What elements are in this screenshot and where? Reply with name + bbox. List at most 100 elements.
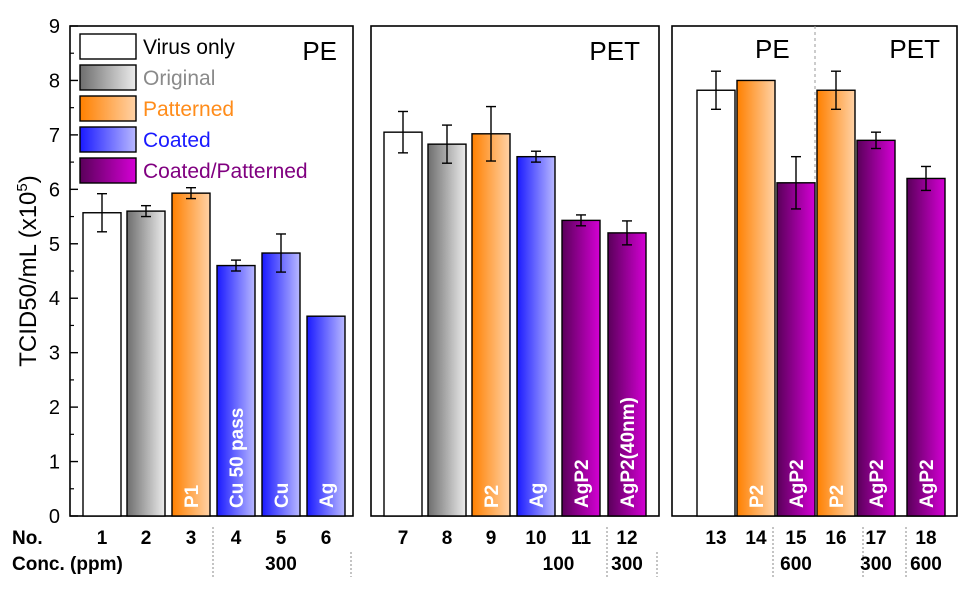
bars: P1 Cu 50 pass Cu Ag P2 Ag AgP2 AgP2(40nm) P2 AgP2… [82, 70, 946, 517]
error-bar-5 [276, 233, 286, 273]
bar-number-16: 16 [825, 528, 846, 549]
conc-label-4: 300 [860, 554, 892, 575]
bar-number-7: 7 [398, 528, 409, 549]
error-bar-18 [921, 165, 931, 192]
bar-label-12: AgP2(40nm) [618, 397, 639, 508]
error-bar-7 [398, 110, 408, 154]
error-bar-17 [871, 131, 881, 150]
bar-number-13: 13 [705, 528, 726, 549]
panel-frame-2 [370, 25, 660, 517]
bar-5 [261, 252, 301, 517]
bar-number-11: 11 [571, 528, 592, 549]
y-tick-label: 9 [49, 16, 60, 38]
bar-number-14: 14 [745, 528, 767, 549]
bar-number-3: 3 [186, 528, 197, 549]
bar-11 [561, 219, 601, 517]
bar-number-1: 1 [97, 528, 108, 549]
legend-swatch-original [79, 64, 137, 91]
bar-label-5: Cu [272, 483, 293, 508]
bar-number-2: 2 [141, 528, 152, 549]
legend-swatch-coated [79, 126, 137, 153]
error-bar-8 [442, 124, 452, 164]
row-label-conc: Conc. (ppm) [12, 554, 123, 575]
panel-3-title-left: PE [755, 34, 790, 64]
bar-16 [816, 89, 856, 517]
bar-number-5: 5 [276, 528, 287, 549]
y-tick-label: 4 [49, 288, 60, 310]
error-bar-12 [622, 220, 632, 246]
bar-3 [171, 192, 211, 517]
error-bar-2 [141, 204, 151, 218]
legend-label-virus: Virus only [143, 36, 235, 59]
conc-label-2: 300 [611, 554, 643, 575]
legend-swatch-virus [79, 33, 137, 60]
error-bar-4 [231, 259, 241, 272]
y-tick-label: 6 [49, 179, 60, 201]
bar-17 [856, 139, 896, 517]
legend-swatch-patterned [79, 95, 137, 122]
panel-2-title: PET [589, 36, 640, 66]
error-bar-3 [186, 186, 196, 200]
y-tick-label: 8 [49, 70, 60, 92]
bar-label-16: P2 [827, 485, 848, 508]
panel-1-title: PE [302, 36, 337, 66]
bar-label-11: AgP2 [572, 459, 593, 508]
legend-label-patterned: Patterned [143, 98, 234, 121]
bar-2 [126, 210, 166, 517]
bar-number-9: 9 [486, 528, 497, 549]
bar-14 [736, 79, 776, 517]
bar-13 [696, 89, 736, 517]
error-bar-16 [831, 70, 841, 111]
bar-number-17: 17 [865, 528, 886, 549]
y-tick-label: 5 [49, 234, 60, 256]
y-tick-label: 1 [49, 452, 60, 474]
bar-1 [82, 212, 122, 517]
bar-number-8: 8 [442, 528, 453, 549]
panel-3-title-right: PET [889, 34, 940, 64]
bar-number-10: 10 [525, 528, 546, 549]
legend-swatch-coatpat [79, 157, 137, 184]
bar-label-17: AgP2 [867, 459, 888, 508]
bar-15 [776, 182, 816, 517]
bar-8 [427, 143, 467, 517]
y-tick-label: 7 [49, 125, 60, 147]
bar-label-4: Cu 50 pass [227, 408, 248, 508]
bar-label-18: AgP2 [917, 459, 938, 508]
bar-number-18: 18 [915, 528, 936, 549]
y-tick-label: 0 [49, 506, 60, 528]
legend-label-coatpat: Coated/Patterned [143, 160, 308, 183]
conc-label-5: 600 [910, 554, 942, 575]
y-axis-title-close: ) [15, 175, 42, 183]
error-bar-1 [97, 192, 107, 233]
bar-7 [383, 131, 423, 517]
error-bar-10 [531, 150, 541, 163]
error-bar-13 [711, 70, 721, 111]
error-bar-15 [791, 155, 801, 210]
y-tick-label: 2 [49, 397, 60, 419]
bar-9 [471, 133, 511, 517]
conc-label-0: 300 [265, 554, 297, 575]
bar-4 [216, 264, 256, 517]
bar-number-15: 15 [785, 528, 807, 549]
bar-label-15: AgP2 [787, 459, 808, 508]
bar-number-4: 4 [231, 528, 242, 549]
error-bar-11 [576, 214, 586, 227]
bar-10 [516, 155, 556, 517]
conc-label-1: 100 [543, 554, 575, 575]
bar-number-6: 6 [321, 528, 332, 549]
bar-label-9: P2 [482, 485, 503, 508]
bar-label-6: Ag [317, 483, 338, 508]
bar-number-12: 12 [616, 528, 637, 549]
y-axis-ticks: 0 1 2 3 4 5 6 7 8 9 [49, 16, 78, 528]
bar-label-3: P1 [182, 484, 203, 508]
error-bar-9 [486, 105, 496, 162]
legend: Virus only Original Patterned Coated Coated/… [79, 33, 308, 184]
y-axis-title: TCID50/mL (x105) [14, 175, 42, 367]
y-axis-title-exponent: 5 [14, 183, 31, 191]
y-axis-title-text: TCID50/mL (x10 [15, 192, 42, 367]
conc-label-3: 600 [780, 554, 812, 575]
y-tick-label: 3 [49, 343, 60, 365]
bar-label-10: Ag [527, 483, 548, 508]
